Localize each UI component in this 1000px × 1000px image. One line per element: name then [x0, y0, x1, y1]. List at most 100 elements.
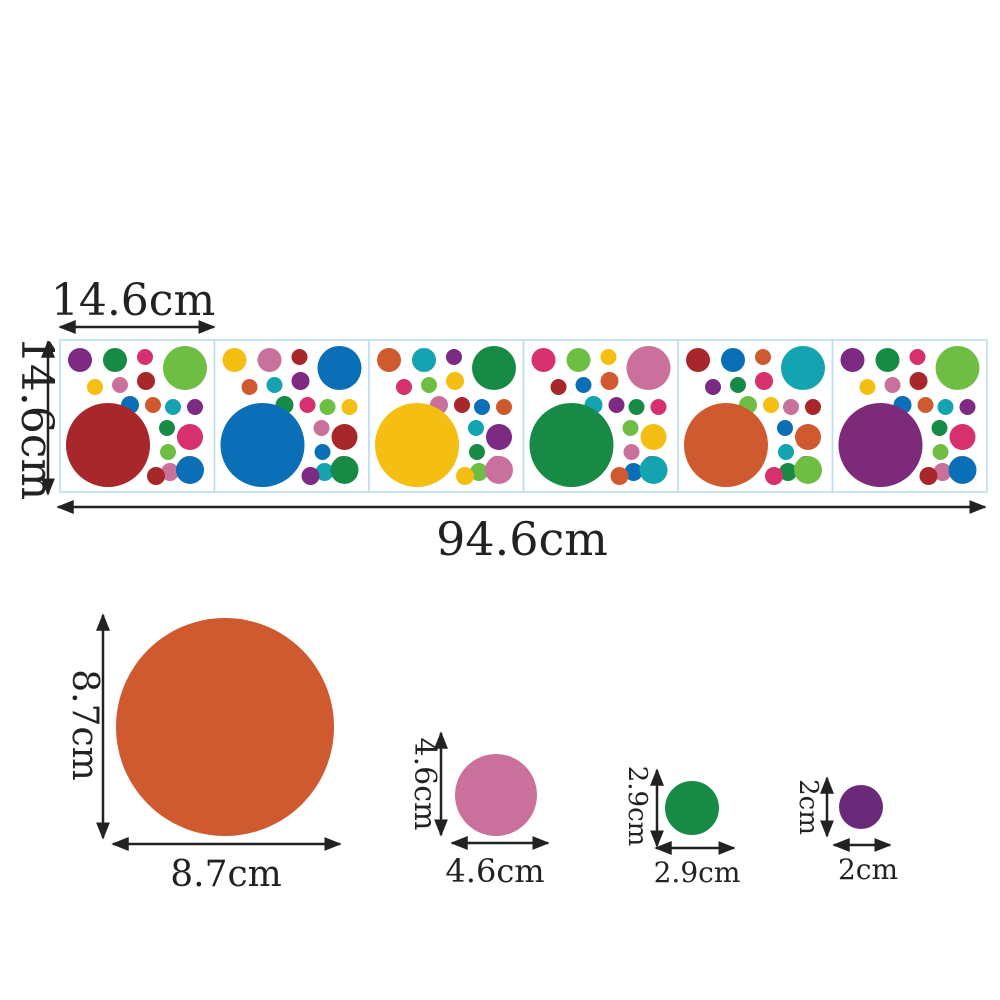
- small-dot: [266, 377, 283, 393]
- small-dot: [763, 397, 779, 413]
- large-dot: [529, 403, 614, 487]
- small-dot: [575, 377, 592, 393]
- small-dot: [454, 397, 470, 413]
- small-dot: [147, 467, 165, 485]
- small-dot: [474, 399, 490, 415]
- small-dot: [765, 467, 783, 485]
- small-dot: [330, 456, 359, 484]
- small-dot: [859, 379, 876, 395]
- small-dot: [755, 372, 773, 390]
- small-dot: [909, 349, 926, 365]
- small-dot: [884, 377, 901, 393]
- small-dot: [313, 420, 330, 436]
- small-dot: [137, 349, 153, 365]
- small-dot: [566, 348, 591, 372]
- small-dot: [805, 399, 821, 415]
- small-dot: [456, 467, 474, 485]
- small-dot: [177, 424, 203, 450]
- dot-m-height-label: 2.9cm: [622, 766, 652, 847]
- small-dot: [600, 349, 617, 365]
- small-dot: [103, 348, 127, 372]
- small-dot: [301, 467, 320, 485]
- small-dot: [840, 348, 865, 372]
- small-dot: [600, 372, 619, 390]
- strip-width-label: 94.6cm: [436, 512, 608, 566]
- dot-4-6cm: [455, 754, 537, 836]
- small-dot: [730, 377, 746, 393]
- small-dot: [396, 379, 412, 395]
- small-dot: [176, 456, 204, 484]
- small-dot: [377, 348, 401, 372]
- dot-2-9cm: [665, 781, 719, 835]
- sticker-strip: 14.6cm 14.6cm 94.6cm: [11, 275, 988, 566]
- small-dot: [622, 420, 639, 436]
- small-dot: [469, 444, 485, 460]
- small-dot: [159, 420, 175, 436]
- small-dot: [875, 348, 900, 372]
- small-dot: [933, 463, 952, 481]
- small-dot: [626, 346, 671, 390]
- small-dot: [948, 456, 977, 484]
- large-dot: [375, 403, 459, 487]
- small-dot: [705, 379, 721, 395]
- small-dot: [161, 463, 179, 481]
- small-dot: [446, 349, 462, 365]
- small-dot: [257, 348, 282, 372]
- dot-2cm: [839, 785, 883, 829]
- small-dot: [446, 372, 464, 390]
- small-dot: [319, 399, 336, 415]
- small-dot: [163, 346, 207, 390]
- small-dot: [721, 348, 745, 372]
- small-dot: [485, 456, 513, 484]
- dot-8-7cm: [116, 618, 334, 836]
- small-dot: [610, 467, 629, 485]
- small-dot: [317, 346, 362, 390]
- dot-sample-s: 2cm 2cm: [793, 776, 898, 886]
- small-dot: [624, 463, 643, 481]
- dot-sample-m: 2.9cm 2.9cm: [622, 766, 740, 889]
- dot-l-width-label: 4.6cm: [445, 852, 544, 890]
- small-dot: [783, 399, 799, 415]
- strip-height-label: 14.6cm: [11, 336, 62, 500]
- small-dot: [777, 420, 793, 436]
- small-dot: [68, 348, 92, 372]
- small-dot: [145, 397, 161, 413]
- dot-m-width-label: 2.9cm: [654, 856, 741, 889]
- small-dot: [608, 397, 625, 413]
- small-dot: [291, 349, 308, 365]
- dot-s-width-label: 2cm: [838, 853, 898, 886]
- small-dot: [794, 456, 822, 484]
- small-dot: [932, 444, 949, 460]
- small-dot: [686, 348, 710, 372]
- small-dot: [623, 444, 640, 460]
- small-dot: [341, 399, 358, 415]
- small-dot: [628, 399, 645, 415]
- small-dot: [87, 379, 103, 395]
- small-dot: [331, 424, 358, 450]
- small-dot: [781, 346, 825, 390]
- small-dot: [160, 444, 176, 460]
- small-dot: [421, 377, 437, 393]
- dot-sample-xl: 8.7cm 8.7cm: [64, 613, 342, 895]
- small-dot: [779, 463, 797, 481]
- small-dot: [299, 397, 316, 413]
- strip-panels: [59, 339, 988, 493]
- dot-xl-height-label: 8.7cm: [64, 669, 105, 781]
- small-dot: [137, 372, 155, 390]
- large-dot: [66, 403, 150, 487]
- dot-xl-width-label: 8.7cm: [170, 854, 282, 895]
- small-dot: [937, 399, 954, 415]
- large-dot: [838, 403, 923, 487]
- small-dot: [909, 372, 928, 390]
- small-dot: [486, 424, 512, 450]
- small-dot: [935, 346, 980, 390]
- small-dot: [496, 399, 512, 415]
- small-dot: [639, 456, 668, 484]
- large-dot: [684, 403, 768, 487]
- large-dot: [220, 403, 305, 487]
- small-dot: [470, 463, 488, 481]
- small-dot: [468, 420, 484, 436]
- panel-width-label: 14.6cm: [51, 275, 215, 326]
- small-dot: [315, 463, 334, 481]
